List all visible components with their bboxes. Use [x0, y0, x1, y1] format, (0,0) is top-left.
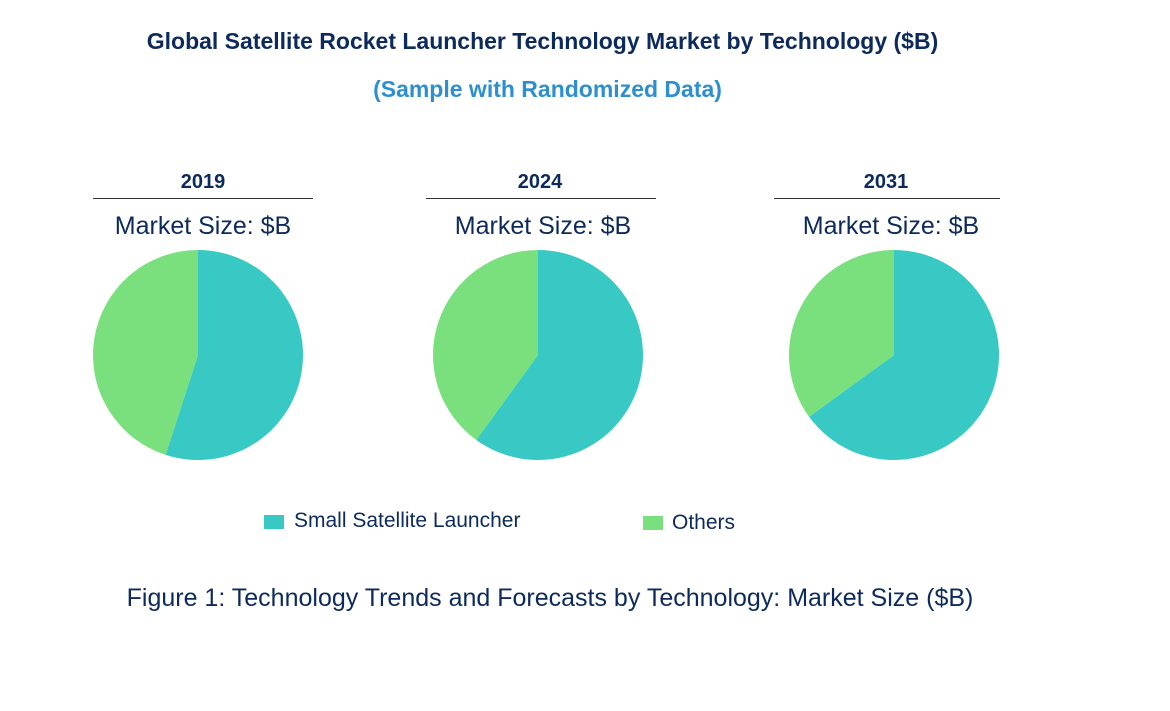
- year-label-2031: 2031: [863, 171, 909, 193]
- market-size-label: Market Size: $B: [802, 212, 980, 240]
- pie-slice-2031-others: [789, 250, 894, 417]
- legend-swatch-small-satellite-launcher: [264, 515, 284, 529]
- year-label-2019: 2019: [180, 171, 226, 193]
- pie-slice-2031-small-satellite-launcher: [809, 250, 1000, 461]
- legend-label-small-satellite-launcher: Small Satellite Launcher: [294, 509, 521, 532]
- market-size-label: Market Size: $B: [454, 212, 632, 240]
- chart-title: Global Satellite Rocket Launcher Technol…: [146, 28, 939, 54]
- divider: [426, 198, 656, 199]
- chart-subtitle: (Sample with Randomized Data): [373, 76, 722, 102]
- pie-slice-2024-small-satellite-launcher: [476, 250, 643, 460]
- divider: [774, 198, 1000, 199]
- legend-swatch-others: [643, 516, 663, 530]
- legend-label-others: Others: [672, 511, 736, 534]
- pie-slice-2019-others: [93, 250, 198, 455]
- pie-slice-2019-small-satellite-launcher: [165, 250, 304, 460]
- divider: [93, 198, 313, 199]
- figure-caption: Figure 1: Technology Trends and Forecast…: [126, 584, 974, 612]
- year-label-2024: 2024: [517, 171, 563, 193]
- market-size-label: Market Size: $B: [114, 212, 292, 240]
- pie-slice-2024-others: [432, 250, 538, 440]
